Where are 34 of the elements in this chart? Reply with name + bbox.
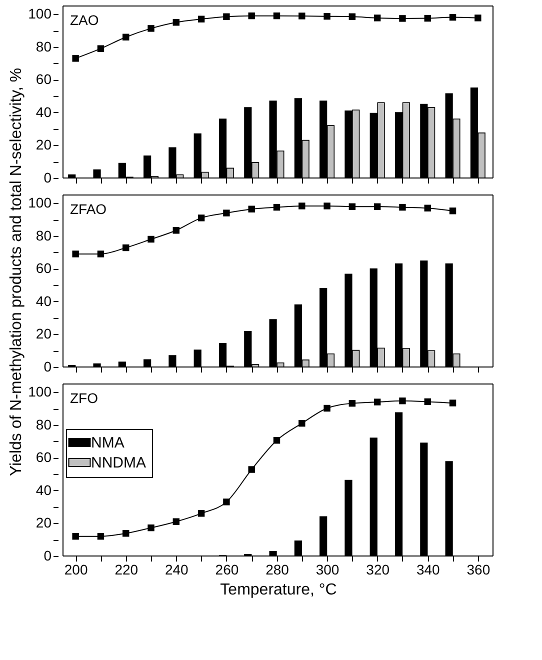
x-tick-label: 340: [416, 562, 440, 578]
legend-label: NMA: [91, 434, 124, 452]
y-tick-label: 100: [28, 384, 52, 400]
x-tick-label: 200: [64, 562, 88, 578]
y-tick-label: 40: [36, 292, 52, 309]
y-tick-label: 60: [36, 71, 52, 88]
y-tick-label: 40: [36, 482, 52, 498]
y-tick-label: 80: [36, 227, 52, 244]
y-tick-label: 20: [36, 136, 52, 153]
y-tick-label: 0: [44, 170, 52, 186]
x-tick-label: 360: [466, 562, 490, 578]
y-tick-label: 20: [36, 514, 52, 531]
annotation: ZAO: [70, 12, 99, 28]
annotation: ZFO: [70, 390, 98, 406]
x-axis-title: Temperature, °C: [220, 582, 337, 598]
y-tick-label: 100: [28, 194, 52, 211]
legend-label: NNDMA: [91, 454, 146, 472]
y-tick-label: 100: [28, 6, 52, 22]
x-tick-label: 220: [114, 562, 138, 578]
y-tick-label: 0: [44, 548, 52, 564]
x-tick-label: 320: [366, 562, 390, 578]
x-tick-label: 260: [215, 562, 239, 578]
y-tick-label: 60: [36, 449, 52, 466]
y-tick-label: 60: [36, 260, 52, 276]
y-axis-title: Yields of N-methylation products and total N-selectivity, %: [8, 68, 25, 476]
y-tick-label: 80: [36, 416, 52, 432]
y-tick-label: 40: [36, 104, 52, 120]
x-tick-label: 280: [266, 562, 290, 578]
y-tick-label: 0: [44, 358, 52, 374]
annotation: ZFAO: [70, 201, 107, 217]
y-tick-label: 80: [36, 38, 52, 54]
x-tick-label: 300: [316, 562, 340, 578]
x-tick-label: 240: [164, 562, 189, 578]
y-tick-label: 20: [36, 326, 52, 342]
